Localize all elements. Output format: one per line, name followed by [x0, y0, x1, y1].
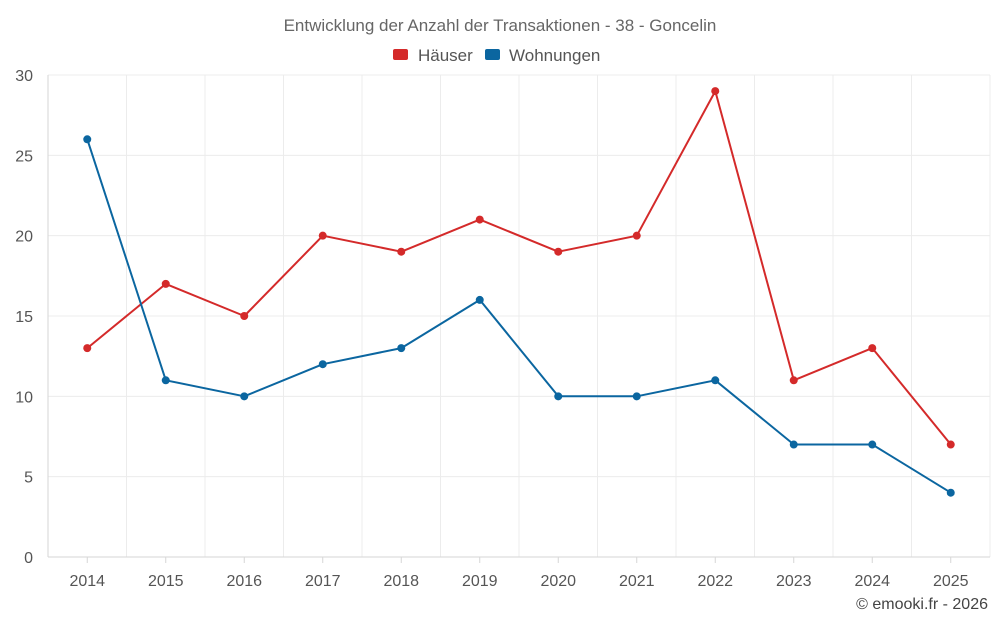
x-tick-label: 2015	[148, 573, 184, 590]
data-point-haeuser[interactable]	[554, 247, 563, 256]
data-point-haeuser[interactable]	[789, 376, 798, 385]
legend-swatch-haeuser	[393, 49, 408, 60]
series-wohnungen	[83, 135, 955, 497]
x-tick-label: 2014	[69, 573, 105, 590]
data-point-haeuser[interactable]	[475, 215, 484, 224]
data-point-wohnungen[interactable]	[946, 488, 955, 497]
y-tick-label: 10	[15, 389, 33, 406]
y-tick-label: 25	[15, 148, 33, 165]
x-tick-label: 2025	[933, 573, 969, 590]
x-tick-label: 2023	[776, 573, 812, 590]
data-point-haeuser[interactable]	[240, 312, 249, 320]
x-tick-label: 2016	[226, 573, 262, 590]
series-layer	[83, 87, 955, 497]
data-point-wohnungen[interactable]	[161, 376, 170, 385]
x-tick-label: 2024	[854, 573, 890, 590]
data-point-wohnungen[interactable]	[868, 440, 877, 449]
y-tick-label: 15	[15, 309, 33, 326]
data-point-wohnungen[interactable]	[240, 392, 249, 401]
legend-label-haeuser[interactable]: Häuser	[418, 46, 473, 65]
data-point-wohnungen[interactable]	[475, 295, 484, 304]
data-point-wohnungen[interactable]	[632, 392, 641, 401]
data-point-haeuser[interactable]	[397, 247, 406, 256]
data-point-haeuser[interactable]	[161, 279, 170, 288]
x-tick-label: 2017	[305, 573, 341, 590]
data-point-wohnungen[interactable]	[318, 360, 327, 369]
y-tick-label: 5	[24, 470, 33, 487]
y-tick-label: 20	[15, 229, 33, 246]
data-point-haeuser[interactable]	[711, 87, 720, 96]
y-tick-label: 0	[24, 550, 33, 567]
legend-swatch-wohnungen	[485, 49, 500, 60]
data-point-wohnungen[interactable]	[554, 392, 563, 401]
legend-label-wohnungen[interactable]: Wohnungen	[509, 46, 600, 65]
legend: Häuser Wohnungen	[393, 46, 600, 65]
x-tick-label: 2020	[540, 573, 576, 590]
data-point-wohnungen[interactable]	[789, 440, 798, 449]
data-point-wohnungen[interactable]	[83, 135, 92, 144]
data-point-haeuser[interactable]	[83, 344, 92, 353]
x-tick-label: 2019	[462, 573, 498, 590]
x-tick-label: 2022	[697, 573, 733, 590]
data-point-haeuser[interactable]	[946, 440, 955, 449]
y-tick-label: 30	[15, 68, 33, 85]
credit-text: © emooki.fr - 2026	[856, 596, 988, 613]
x-tick-label: 2018	[383, 573, 419, 590]
data-point-haeuser[interactable]	[632, 231, 641, 240]
grid	[47, 74, 991, 557]
data-point-wohnungen[interactable]	[397, 344, 406, 353]
data-point-wohnungen[interactable]	[711, 376, 720, 385]
series-line-wohnungen	[86, 138, 952, 494]
data-point-haeuser[interactable]	[318, 231, 327, 240]
chart-title: Entwicklung der Anzahl der Transaktionen…	[284, 16, 717, 35]
series-haeuser	[83, 87, 955, 449]
data-point-haeuser[interactable]	[868, 344, 877, 353]
series-line-haeuser	[86, 90, 952, 446]
x-tick-label: 2021	[619, 573, 655, 590]
